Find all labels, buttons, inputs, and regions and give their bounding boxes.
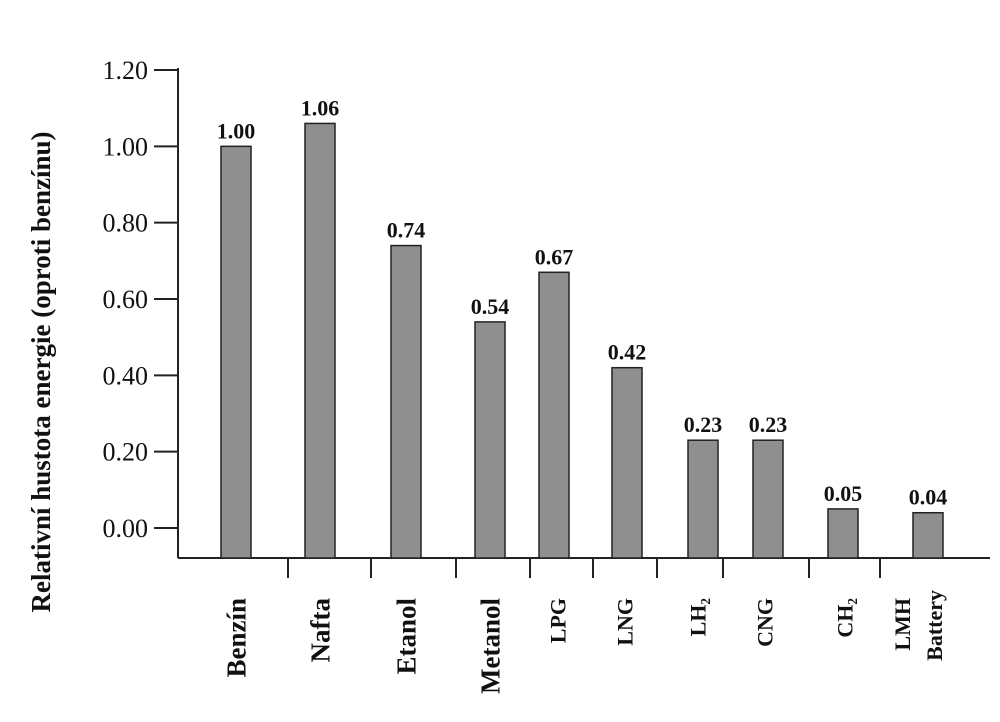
bar-value-label: 1.06	[301, 95, 340, 120]
bar	[220, 145, 252, 559]
bar	[611, 366, 643, 559]
bar	[752, 439, 784, 559]
bar-value-label: 0.23	[684, 412, 723, 437]
y-tick-label: 1.00	[103, 132, 149, 161]
bar-value-label: 0.23	[749, 412, 788, 437]
x-category-label-text: Benzín	[221, 598, 251, 678]
x-category-label-text: CNG	[753, 598, 778, 647]
x-category-label: Metanol	[475, 598, 505, 694]
bar-value-label: 0.67	[535, 244, 574, 269]
value-labels: 1.00 1.06 0.74 0.54 0.67 0.42 0.23 0.23 0.05 0.04	[217, 95, 948, 509]
bar-value-label: 0.04	[909, 485, 948, 510]
x-category-label: CH₂	[833, 598, 858, 638]
x-category-label: CNG	[753, 598, 778, 647]
bar	[687, 439, 719, 559]
y-tick-label: 0.00	[103, 514, 149, 543]
bar	[474, 321, 506, 559]
bars	[220, 122, 944, 559]
bar-value-label: 0.05	[824, 481, 863, 506]
y-tick-label: 0.20	[103, 438, 149, 467]
y-tick-label: 1.20	[103, 56, 149, 85]
x-category-label: LMH Battery	[890, 590, 947, 661]
x-category-label-text: LH₂	[686, 598, 711, 637]
bar-value-label: 1.00	[217, 118, 256, 143]
bar-value-label: 0.74	[387, 218, 426, 243]
bar	[912, 511, 944, 559]
x-category-label-text: LPG	[546, 598, 571, 643]
x-category-label-text: Nafta	[305, 598, 335, 663]
x-category-label: LPG	[546, 598, 571, 643]
y-tick-label: 0.60	[103, 285, 149, 314]
x-category-label: LNG	[613, 598, 638, 646]
x-category-label: Etanol	[391, 598, 421, 675]
x-category-label-text: Metanol	[475, 598, 505, 694]
x-category-label: Nafta	[305, 598, 335, 663]
y-tick-label: 0.80	[103, 209, 149, 238]
category-labels: Benzín Nafta Etanol Metanol LPG LNG LH₂ CNG CH₂ L…	[221, 590, 947, 694]
x-category-label-text: LNG	[613, 598, 638, 646]
x-category-label-text: Etanol	[391, 598, 421, 675]
x-category-label-text: CH₂	[833, 598, 858, 638]
bar	[538, 271, 570, 559]
y-axis-label: Relativní hustota energie (oproti benzín…	[26, 132, 56, 613]
x-category-label-line: LMH	[890, 598, 915, 651]
y-tick-label: 0.40	[103, 361, 149, 390]
x-category-label: Benzín	[221, 598, 251, 678]
bar	[827, 508, 859, 559]
bar-value-label: 0.42	[608, 340, 647, 365]
y-ticks: 0.00 0.20 0.40 0.60 0.80 1.00 1.20	[103, 56, 178, 543]
x-category-label-line: Battery	[922, 590, 947, 661]
bar	[304, 122, 336, 559]
bar	[390, 244, 422, 559]
x-category-label: LH₂	[686, 598, 711, 637]
bar-value-label: 0.54	[471, 294, 510, 319]
axes	[177, 68, 990, 578]
